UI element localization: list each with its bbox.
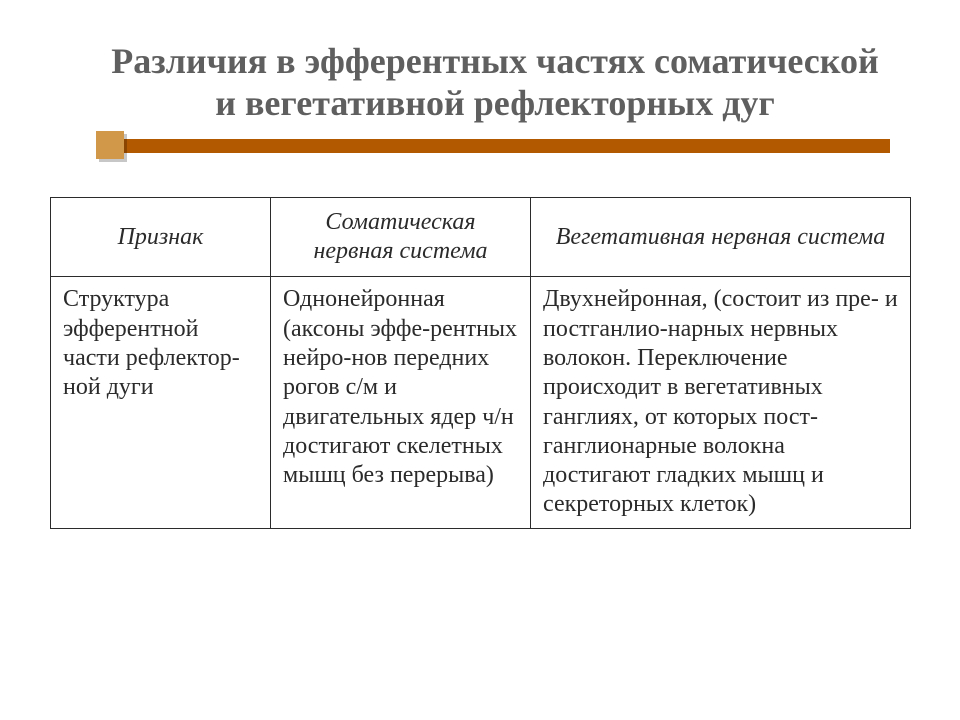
column-header-somatic: Соматическая нервная система [271, 197, 531, 277]
title-block: Различия в эфферентных частях соматическ… [50, 40, 910, 177]
column-header-criterion: Признак [51, 197, 271, 277]
slide: Различия в эфферентных частях соматическ… [0, 0, 960, 720]
column-header-vegetative: Вегетативная нервная система [531, 197, 911, 277]
cell-vegetative: Двухнейронная, (состоит из пре- и постга… [531, 277, 911, 528]
rule-square [96, 131, 124, 159]
rule-bar [100, 139, 890, 153]
table-header-row: Признак Соматическая нервная система Вег… [51, 197, 911, 277]
title-rule [100, 131, 890, 161]
slide-title: Различия в эфферентных частях соматическ… [100, 40, 890, 125]
table-row: Структура эфферентной части рефлектор-но… [51, 277, 911, 528]
cell-criterion: Структура эфферентной части рефлектор-но… [51, 277, 271, 528]
comparison-table: Признак Соматическая нервная система Вег… [50, 197, 911, 529]
cell-somatic: Однонейронная (аксоны эффе-рентных нейро… [271, 277, 531, 528]
